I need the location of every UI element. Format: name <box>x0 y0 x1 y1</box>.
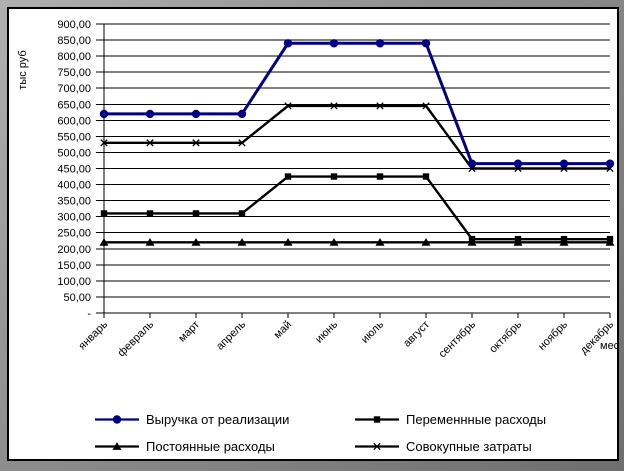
chart-window: 900,00 850,00 800,00 750,00 700,00 650,00 600,… <box>7 7 619 461</box>
svg-text:50,00: 50,00 <box>63 292 91 304</box>
svg-text:март: март <box>176 319 202 345</box>
legend-label-revenue: Выручка от реализации <box>146 412 289 427</box>
svg-text:750,00: 750,00 <box>57 67 91 79</box>
x-axis-labels: январь февраль март апрель май июнь июль август… <box>76 318 616 360</box>
gridlines <box>104 23 610 298</box>
svg-text:450,00: 450,00 <box>57 164 91 176</box>
x-axis-title: мес <box>600 340 617 352</box>
svg-text:150,00: 150,00 <box>57 260 91 272</box>
svg-text:апрель: апрель <box>214 318 248 352</box>
svg-text:август: август <box>401 319 432 350</box>
legend-label-variable-costs: Переменнные расходы <box>406 412 546 427</box>
svg-text:июль: июль <box>359 318 386 345</box>
svg-text:сентябрь: сентябрь <box>437 318 479 360</box>
svg-text:100,00: 100,00 <box>57 276 91 288</box>
svg-text:май: май <box>272 319 295 342</box>
total-costs-marker-icon <box>355 442 399 451</box>
svg-text:200,00: 200,00 <box>57 244 91 256</box>
svg-text:ноябрь: ноябрь <box>536 318 570 352</box>
svg-text:700,00: 700,00 <box>57 83 91 95</box>
svg-text:январь: январь <box>76 318 110 352</box>
legend-label-fixed-costs: Постоянные расходы <box>146 439 275 454</box>
svg-text:350,00: 350,00 <box>57 196 91 208</box>
line-chart: 900,00 850,00 800,00 750,00 700,00 650,00 600,… <box>17 19 617 454</box>
y-axis-title: тыс руб <box>17 50 29 89</box>
svg-text:250,00: 250,00 <box>57 228 91 240</box>
svg-text:500,00: 500,00 <box>57 147 91 159</box>
chart-legend: Выручка от реализации Переменнные расход… <box>95 412 546 454</box>
svg-text:-: - <box>87 308 91 320</box>
svg-text:650,00: 650,00 <box>57 99 91 111</box>
svg-text:300,00: 300,00 <box>57 212 91 224</box>
svg-text:февраль: февраль <box>116 318 157 359</box>
svg-text:600,00: 600,00 <box>57 115 91 127</box>
svg-text:октябрь: октябрь <box>487 318 524 355</box>
axes <box>96 23 611 318</box>
svg-text:800,00: 800,00 <box>57 51 91 63</box>
svg-text:июнь: июнь <box>313 318 340 345</box>
svg-text:400,00: 400,00 <box>57 180 91 192</box>
revenue-series-marker-icon <box>95 415 139 424</box>
svg-text:550,00: 550,00 <box>57 131 91 143</box>
series-lines <box>99 39 615 246</box>
svg-text:850,00: 850,00 <box>57 35 91 47</box>
y-axis-labels: 900,00 850,00 800,00 750,00 700,00 650,00 600,… <box>57 19 91 320</box>
svg-text:900,00: 900,00 <box>57 19 91 31</box>
fixed-costs-marker-icon <box>95 442 139 450</box>
variable-costs-marker-icon <box>355 416 399 423</box>
legend-label-total-costs: Совокупные затраты <box>406 439 532 454</box>
